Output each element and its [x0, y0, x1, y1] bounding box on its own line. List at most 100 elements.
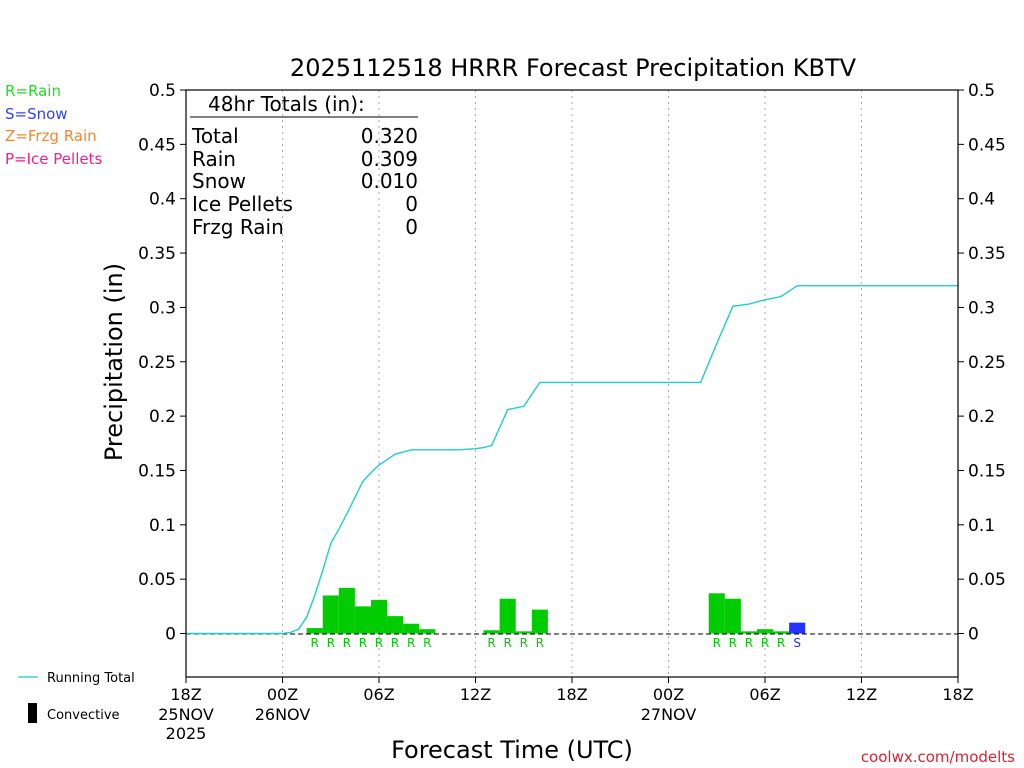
- rain-bar-14: [740, 631, 757, 634]
- rain-bar-2: [338, 587, 355, 634]
- legend-ice-pellets: P=Ice Pellets: [5, 150, 102, 168]
- y-tick-label-left-7: 0.15: [138, 461, 176, 481]
- y-tick-label-left-10: 0: [165, 625, 176, 645]
- x-tick-date-5: 27NOV: [641, 705, 697, 724]
- y-tick-label-right-4: 0.3: [968, 298, 995, 318]
- rain-bar-5: [387, 616, 404, 634]
- totals-rain-value: 0.309: [361, 147, 418, 171]
- legend-frzg-rain: Z=Frzg Rain: [5, 127, 97, 145]
- rain-bar-11: [531, 609, 548, 634]
- rain-bar-7: [419, 629, 436, 634]
- legend-snow: S=Snow: [5, 105, 68, 123]
- y-tick-label-right-2: 0.4: [968, 190, 995, 210]
- totals-total-value: 0.320: [361, 124, 418, 148]
- rain-bar-label-4: R: [375, 636, 383, 650]
- running-total-polyline: [186, 285, 958, 635]
- y-tick-label-left-6: 0.2: [149, 407, 176, 427]
- totals-ice-pellets-label: Ice Pellets: [192, 192, 293, 216]
- rain-bar-4: [370, 599, 388, 634]
- y-tick-label-left-0: 0.5: [149, 81, 176, 101]
- rain-bar-12: [708, 593, 725, 634]
- x-tick-label-4: 18Z: [556, 685, 587, 704]
- rain-bar-label-14: R: [745, 636, 753, 650]
- y-tick-label-right-10: 0: [968, 625, 979, 645]
- y-tick-label-left-8: 0.1: [149, 516, 176, 536]
- y-tick-label-right-1: 0.45: [968, 135, 1006, 155]
- rain-bar-label-1: R: [327, 636, 335, 650]
- y-tick-label-left-5: 0.25: [138, 353, 176, 373]
- rain-bar-label-7: R: [423, 636, 431, 650]
- rain-bar-label-11: R: [536, 636, 544, 650]
- vertical-gridlines: [282, 90, 862, 677]
- x-tick-year-0: 2025: [166, 724, 207, 743]
- y-tick-label-right-3: 0.35: [968, 244, 1006, 264]
- rain-bar-label-6: R: [407, 636, 415, 650]
- totals-frzg-rain-value: 0: [405, 215, 418, 239]
- rain-bar-1: [322, 595, 339, 634]
- rain-bar-8: [483, 630, 500, 634]
- rain-bar-0: [306, 628, 323, 634]
- y-tick-label-left-1: 0.45: [138, 135, 176, 155]
- chart-title: 2025112518 HRRR Forecast Precipitation K…: [290, 54, 857, 82]
- totals-box: 48hr Totals (in): Total 0.320 Rain 0.309…: [190, 92, 418, 239]
- totals-total-label: Total: [191, 124, 239, 148]
- x-tick-label-0: 18Z: [170, 685, 201, 704]
- rain-bar-10: [515, 631, 532, 634]
- rain-bar-label-9: R: [503, 636, 511, 650]
- rain-bar-9: [499, 598, 516, 634]
- y-tick-label-left-9: 0.05: [138, 570, 176, 590]
- rain-bar-label-16: R: [777, 636, 785, 650]
- rain-bar-label-13: R: [729, 636, 737, 650]
- rain-bar-label-2: R: [343, 636, 351, 650]
- rain-bar-label-10: R: [520, 636, 528, 650]
- snow-bar-0: [789, 622, 806, 634]
- y-tick-label-right-0: 0.5: [968, 81, 995, 101]
- bottom-legend: Running Total Convective: [18, 671, 135, 723]
- precip-type-legend: R=Rain S=Snow Z=Frzg Rain P=Ice Pellets: [5, 82, 102, 168]
- y-tick-label-left-3: 0.35: [138, 244, 176, 264]
- rain-bar-6: [403, 623, 420, 634]
- totals-heading: 48hr Totals (in):: [208, 92, 365, 116]
- x-tick-label-7: 12Z: [846, 685, 877, 704]
- x-tick-label-8: 18Z: [942, 685, 973, 704]
- rain-bar-label-0: R: [310, 636, 318, 650]
- precip-bars: [306, 587, 806, 634]
- y-tick-label-left-4: 0.3: [149, 298, 176, 318]
- running-total-line: [186, 285, 958, 635]
- x-axis-label: Forecast Time (UTC): [391, 736, 633, 764]
- rain-bar-15: [756, 629, 774, 634]
- totals-snow-value: 0.010: [361, 169, 418, 193]
- source-credit: coolwx.com/modelts: [861, 748, 1015, 766]
- totals-rain-label: Rain: [192, 147, 236, 171]
- y-tick-label-right-7: 0.15: [968, 461, 1006, 481]
- y-tick-label-left-2: 0.4: [149, 190, 176, 210]
- x-tick-label-6: 06Z: [749, 685, 780, 704]
- totals-frzg-rain-label: Frzg Rain: [192, 215, 284, 239]
- y-axis-label: Precipitation (in): [100, 263, 128, 461]
- y-tick-label-right-9: 0.05: [968, 570, 1006, 590]
- snow-bar-label-0: S: [793, 636, 801, 650]
- y-tick-label-right-6: 0.2: [968, 407, 995, 427]
- rain-bar-16: [773, 631, 790, 634]
- convective-legend-swatch: [28, 703, 37, 723]
- y-tick-label-right-5: 0.25: [968, 353, 1006, 373]
- rain-bar-label-15: R: [761, 636, 769, 650]
- rain-bar-13: [724, 598, 741, 634]
- x-tick-label-3: 12Z: [460, 685, 491, 704]
- legend-rain: R=Rain: [5, 82, 61, 100]
- y-ticks: 0.5 0.5 0.45 0.45 0.4 0.4 0.35 0.35 0.3 0.3 0.25 0.…: [138, 81, 1006, 645]
- y-tick-label-right-8: 0.1: [968, 516, 995, 536]
- x-tick-label-2: 06Z: [363, 685, 394, 704]
- convective-legend-label: Convective: [47, 708, 120, 723]
- rain-bar-label-12: R: [713, 636, 721, 650]
- rain-bar-3: [354, 606, 371, 634]
- x-tick-label-5: 00Z: [653, 685, 684, 704]
- totals-ice-pellets-value: 0: [405, 192, 418, 216]
- rain-bar-label-3: R: [359, 636, 367, 650]
- rain-bar-label-5: R: [391, 636, 399, 650]
- x-tick-date-1: 26NOV: [255, 705, 311, 724]
